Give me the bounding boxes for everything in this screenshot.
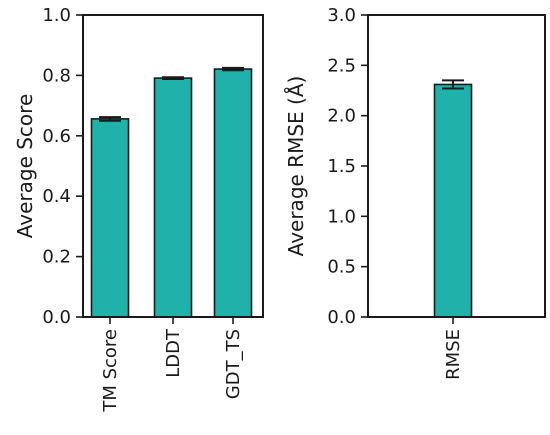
bar-tm-score bbox=[90, 118, 130, 318]
y-tick-label: 3.0 bbox=[327, 5, 356, 26]
y-tick-label: 1.0 bbox=[42, 5, 71, 26]
y-tick-label: 1.0 bbox=[327, 206, 356, 227]
y-tick-label: 2.5 bbox=[327, 55, 356, 76]
y-tick-label: 2.0 bbox=[327, 106, 356, 127]
y-tick-label: 0.5 bbox=[327, 257, 356, 278]
x-tick-label: GDT_TS bbox=[223, 329, 244, 399]
y-tick-label: 0.0 bbox=[42, 307, 71, 328]
bar-rmse bbox=[433, 83, 473, 318]
x-tick-label: RMSE bbox=[443, 329, 464, 380]
y-axis-label: Average Score bbox=[13, 94, 37, 239]
chart-rmse-panel: 0.0 0.5 1.0 1.5 2.0 2.5 3.0 RMSE Average RMSE (Å… bbox=[284, 5, 546, 380]
y-tick-label: 0.6 bbox=[42, 126, 71, 147]
y-tick-label: 0.8 bbox=[42, 65, 71, 86]
y-tick-label: 0.2 bbox=[42, 247, 71, 268]
x-tick-label: TM Score bbox=[100, 329, 121, 413]
bar-gdt-ts bbox=[213, 68, 253, 318]
y-tick-label: 1.5 bbox=[327, 156, 356, 177]
y-tick-label: 0.0 bbox=[327, 307, 356, 328]
y-axis-label: Average RMSE (Å) bbox=[284, 76, 308, 257]
chart-score-panel: 0.0 0.2 0.4 0.6 0.8 1.0 TM Score LDDT GDT_TS Aver… bbox=[13, 5, 264, 413]
bar-lddt bbox=[153, 77, 193, 318]
x-tick-label: LDDT bbox=[163, 328, 184, 378]
y-tick-label: 0.4 bbox=[42, 186, 71, 207]
